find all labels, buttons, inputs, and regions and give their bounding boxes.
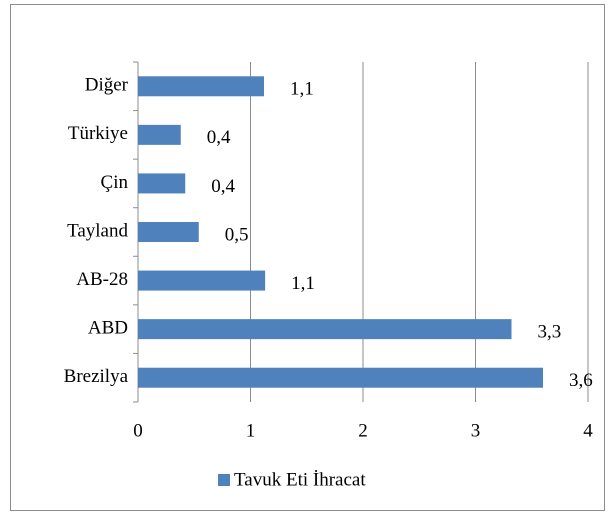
data-label: 1,1 [291,273,315,294]
y-tick-label: Türkiye [68,123,128,144]
bar [138,270,266,291]
bar [138,367,543,388]
bar [138,319,512,340]
data-label: 0,4 [211,176,235,197]
y-tick-label: ABD [88,318,128,339]
y-tick-label: Diğer [85,75,129,96]
x-tick-label: 4 [583,420,593,441]
y-tick-label: AB-28 [76,269,128,290]
chart-border [10,4,605,511]
data-label: 3,6 [569,370,593,391]
data-label: 3,3 [538,322,562,343]
bar [138,173,186,194]
x-tick-label: 2 [358,420,368,441]
data-label: 1,1 [290,79,314,100]
x-tick-label: 0 [133,420,143,441]
x-tick-label: 1 [246,420,256,441]
legend-swatch [218,474,230,486]
x-tick-label: 3 [471,420,481,441]
bar [138,76,264,97]
data-label: 0,4 [207,127,231,148]
bar [138,124,181,145]
y-tick-label: Tayland [67,220,128,241]
data-label: 0,5 [225,224,249,245]
y-tick-label: Brezilya [64,366,129,387]
bar [138,222,199,242]
y-tick-label: Çin [101,172,129,193]
legend-label: Tavuk Eti İhracat [234,469,366,490]
